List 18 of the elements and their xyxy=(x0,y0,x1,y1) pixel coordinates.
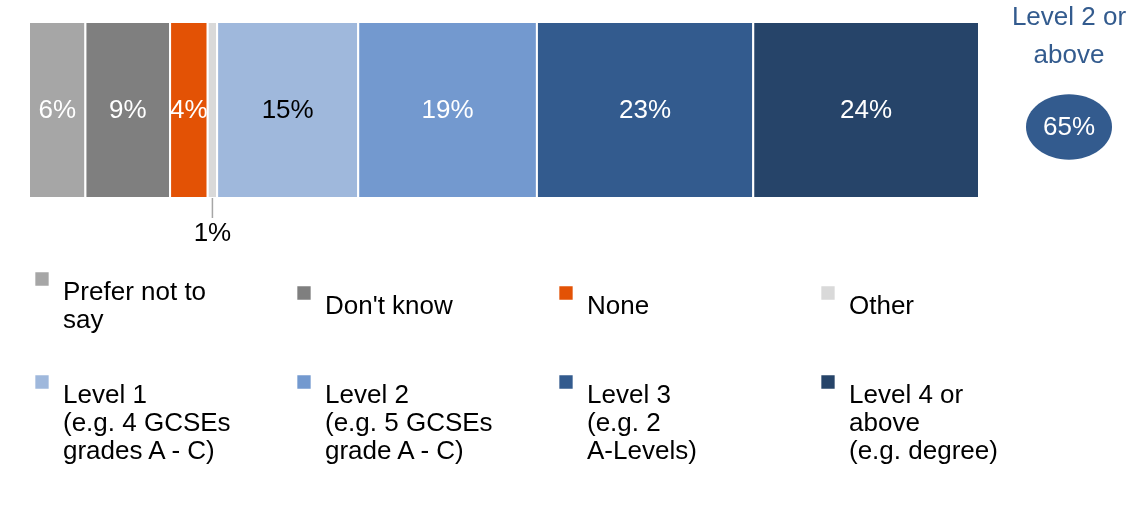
data-label: 23% xyxy=(619,94,672,124)
data-label: 24% xyxy=(840,94,893,124)
data-label: 15% xyxy=(261,94,314,124)
legend-label: None xyxy=(587,290,650,320)
legend-label: Level 3 (e.g. 2 A-Levels) xyxy=(587,379,697,465)
legend-label: Level 1 (e.g. 4 GCSEs grades A - C) xyxy=(63,379,231,465)
text: Level 2 or above xyxy=(1011,1,1127,69)
data-label: 9% xyxy=(108,94,147,124)
data-label: 6% xyxy=(38,94,77,124)
data-label: 1% xyxy=(193,217,232,247)
text: 65% xyxy=(1042,111,1096,141)
legend-label: Prefer not to say xyxy=(63,276,207,334)
legend-label: Don't know xyxy=(325,290,454,320)
legend-label: Other xyxy=(849,290,915,320)
data-label: 19% xyxy=(421,94,474,124)
legend-label: Level 2 (e.g. 5 GCSEs grade A - C) xyxy=(325,379,493,465)
legend-label: Level 4 or above (e.g. degree) xyxy=(849,379,998,465)
data-label: 4% xyxy=(170,94,208,124)
